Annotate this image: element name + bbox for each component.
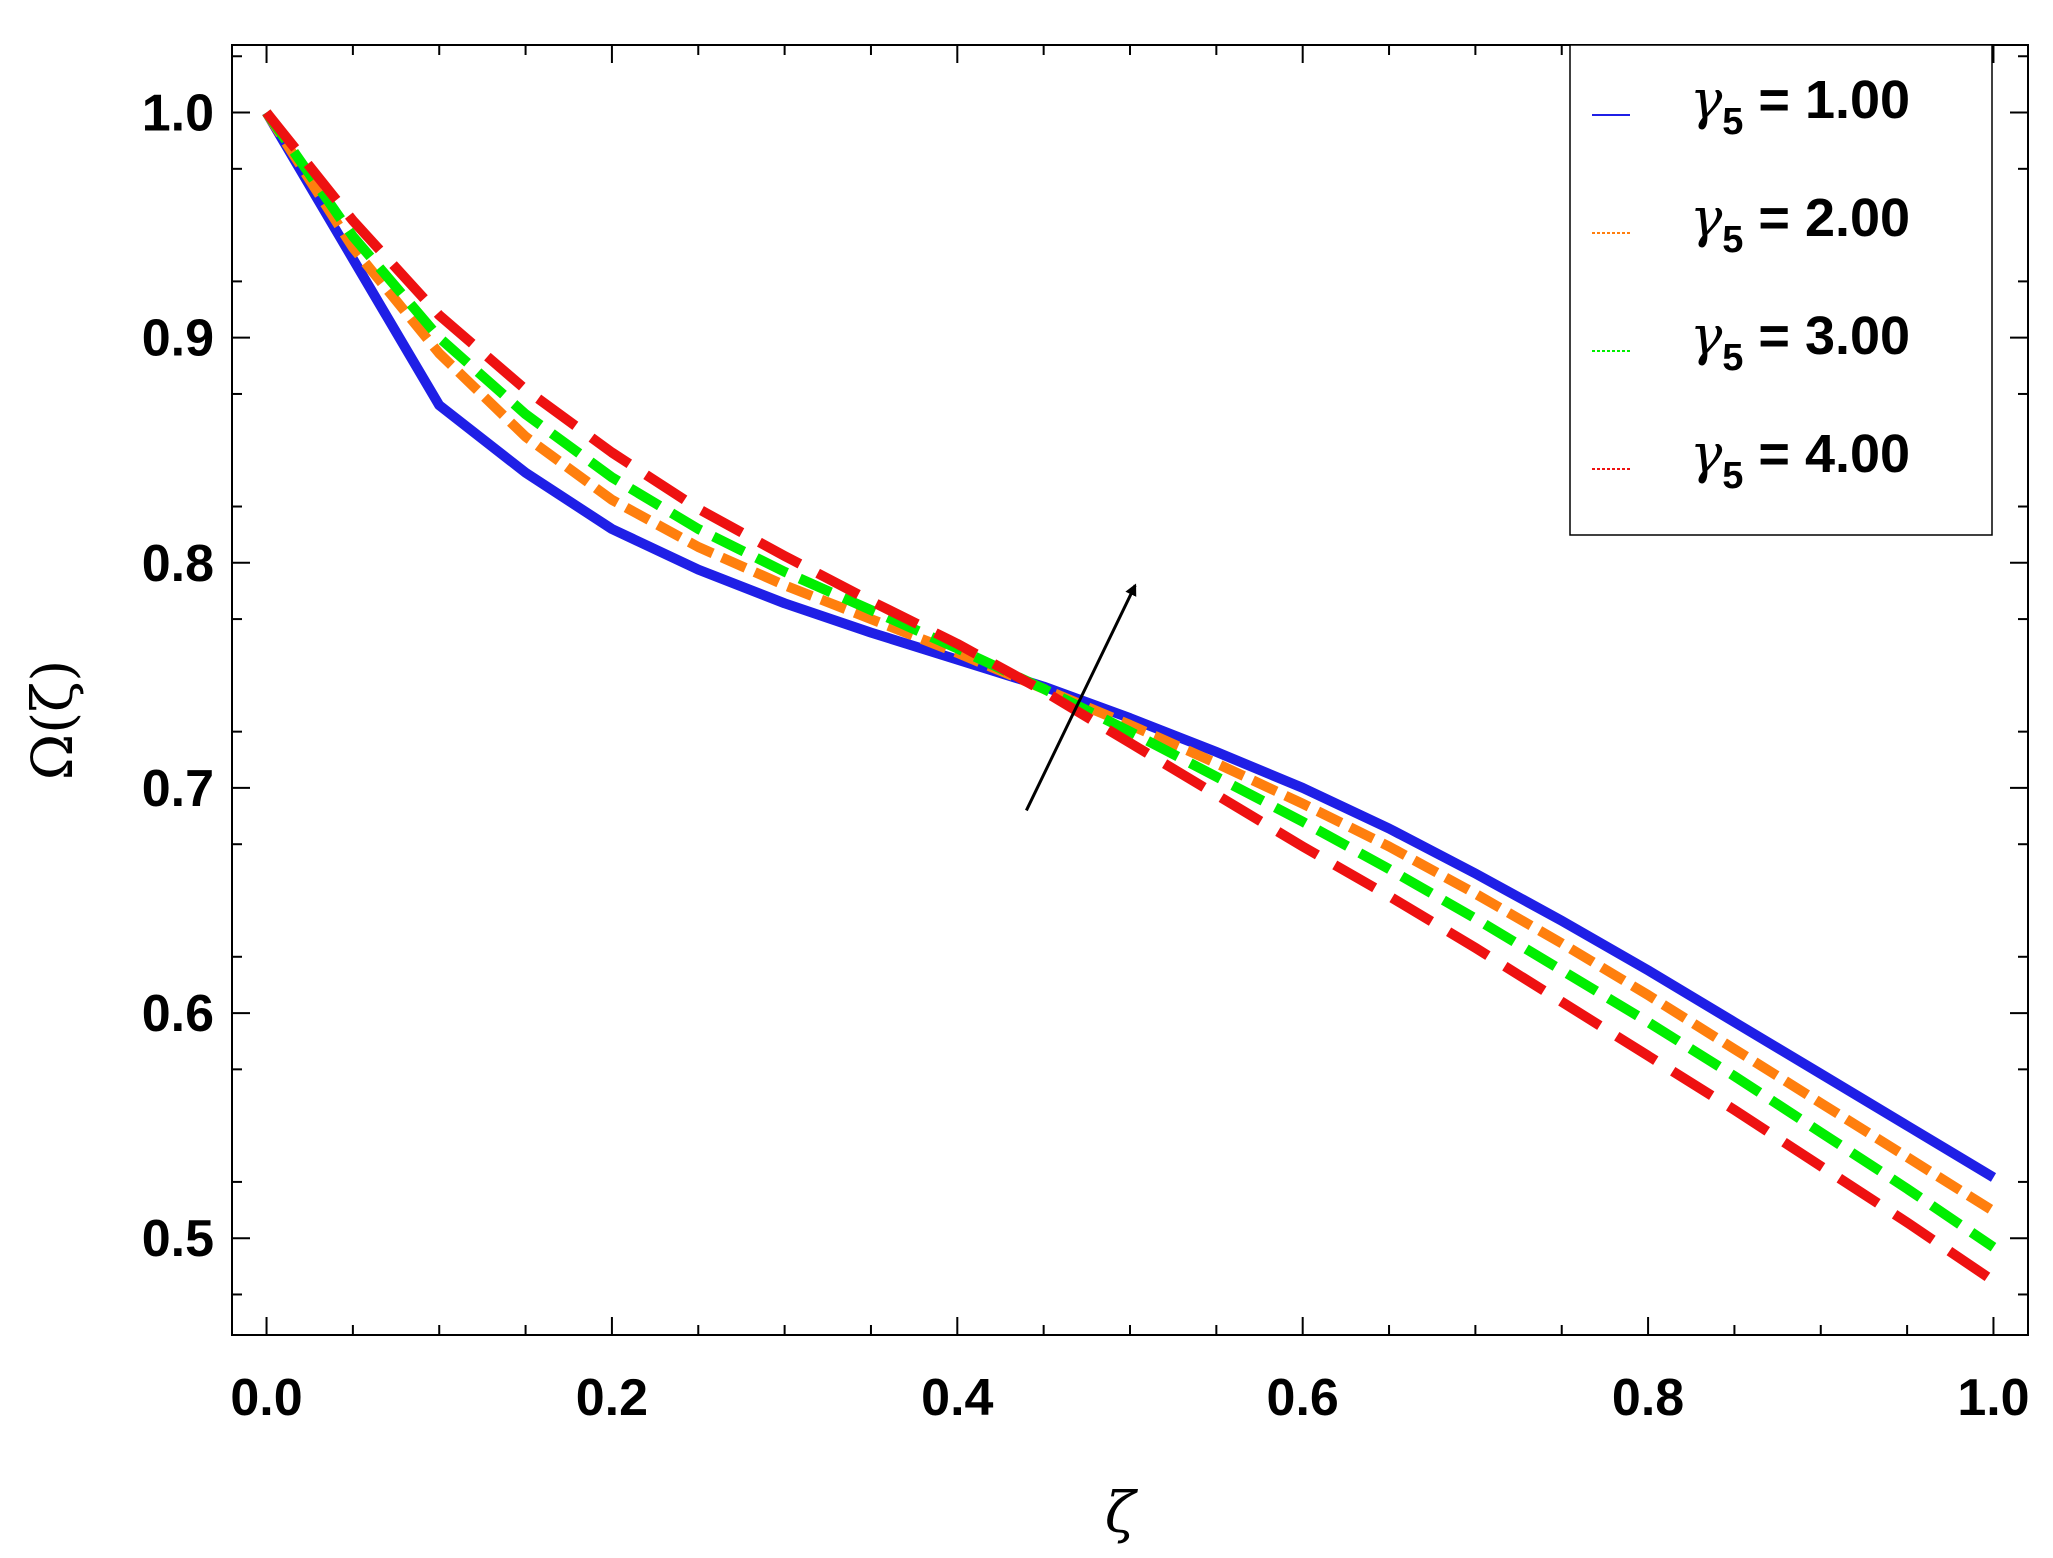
legend-subscript: 5 xyxy=(1722,101,1743,143)
legend-box xyxy=(1569,44,1993,536)
x-tick-label: 1.0 xyxy=(1957,1369,2029,1427)
legend-value: = 1.00 xyxy=(1743,70,1910,130)
x-axis-label: ζ xyxy=(1105,1481,1139,1546)
legend-value: = 3.00 xyxy=(1743,306,1910,366)
legend-value: = 4.00 xyxy=(1743,424,1910,484)
legend-symbol: γ xyxy=(1690,68,1723,131)
x-tick-label: 0.4 xyxy=(921,1369,993,1427)
legend-symbol: γ xyxy=(1690,186,1723,249)
y-tick-label: 0.6 xyxy=(142,985,214,1043)
legend-symbol: γ xyxy=(1690,304,1723,367)
legend-label-3: γ5 = 3.00 xyxy=(1690,304,1910,379)
legend-label-1: γ5 = 1.00 xyxy=(1690,68,1910,143)
legend-label-4: γ5 = 4.00 xyxy=(1690,422,1910,497)
legend-label-2: γ5 = 2.00 xyxy=(1690,186,1910,261)
ticks-layer: 0.0 0.2 0.4 0.6 0.8 1.0 0.5 0.6 0.7 0.8 0.9 1.0 xyxy=(142,45,2030,1427)
series-layer xyxy=(262,109,1997,1286)
y-tick-label: 0.7 xyxy=(142,760,214,818)
legend-subscript: 5 xyxy=(1722,219,1743,261)
series-line-1 xyxy=(262,109,1997,1182)
x-tick-label: 0.0 xyxy=(230,1369,302,1427)
y-axis-label: Ω(ζ) xyxy=(21,660,86,780)
y-tick-label: 0.8 xyxy=(142,535,214,593)
y-tick-label: 1.0 xyxy=(142,85,214,143)
y-tick-label: 0.9 xyxy=(142,310,214,368)
legend-subscript: 5 xyxy=(1722,455,1743,497)
series-line-4 xyxy=(262,109,1997,1286)
legend-symbol: γ xyxy=(1690,422,1723,485)
x-tick-label: 0.8 xyxy=(1612,1369,1684,1427)
trend-arrow xyxy=(1025,583,1137,812)
y-tick-label: 0.5 xyxy=(142,1210,214,1268)
legend-value: = 2.00 xyxy=(1743,188,1910,248)
series-line-3 xyxy=(262,109,1997,1252)
annotation-layer xyxy=(1025,583,1137,812)
legend-subscript: 5 xyxy=(1722,337,1743,379)
series-line-2 xyxy=(262,109,1997,1216)
x-tick-label: 0.6 xyxy=(1267,1369,1339,1427)
x-tick-label: 0.2 xyxy=(576,1369,648,1427)
